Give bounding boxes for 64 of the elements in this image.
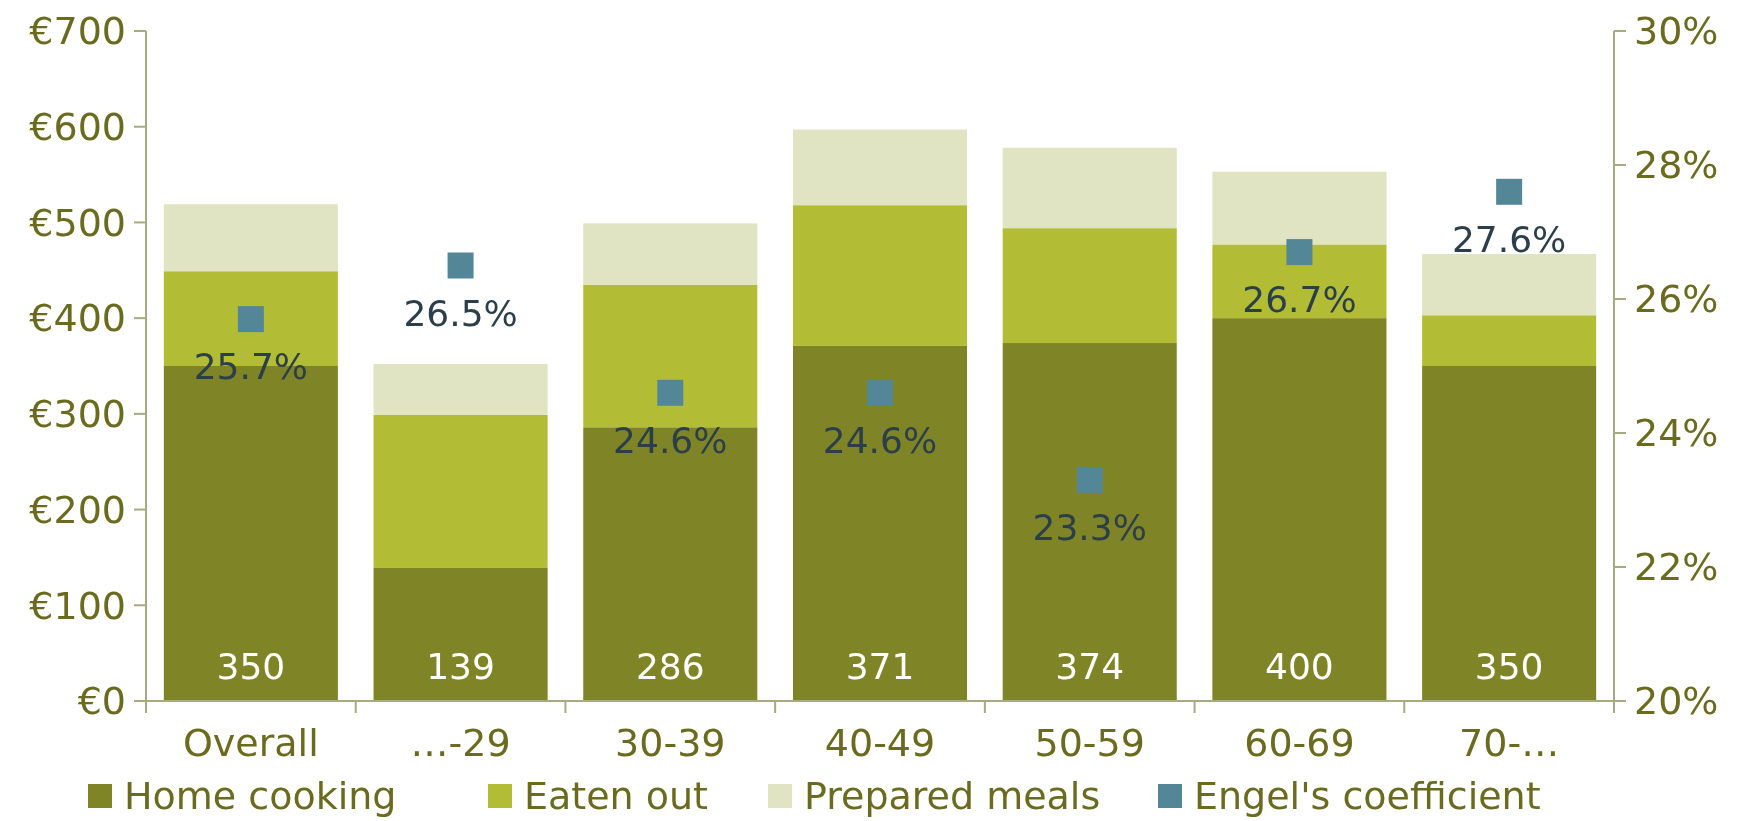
y2-tick-label: 20% <box>1634 679 1719 724</box>
y2-tick-label: 26% <box>1634 277 1719 322</box>
bar <box>1422 315 1597 366</box>
bar <box>792 205 968 346</box>
data-label: 26.7% <box>1242 279 1357 321</box>
data-label: 24.6% <box>613 419 728 461</box>
y-tick-label: €300 <box>29 392 126 437</box>
data-label: 139 <box>426 646 495 687</box>
bar <box>373 414 548 568</box>
data-label: 286 <box>635 646 705 687</box>
point <box>1496 178 1523 205</box>
bar <box>163 204 338 272</box>
y2-tick-label: 30% <box>1634 9 1719 54</box>
data-label: 23.3% <box>1032 506 1147 548</box>
legend-label: Prepared meals <box>804 774 1101 819</box>
point <box>867 379 893 406</box>
y-tick-label: €400 <box>29 296 126 341</box>
bar <box>792 129 968 206</box>
x-tick-label: 70-… <box>1459 721 1560 765</box>
data-label: 371 <box>845 646 915 687</box>
bar <box>1422 366 1597 701</box>
data-label: 374 <box>1055 646 1125 687</box>
y2-tick-label: 24% <box>1634 411 1719 456</box>
data-label: 25.7% <box>193 346 309 388</box>
bar <box>373 364 548 415</box>
bar <box>1002 147 1177 229</box>
y2-tick-label: 22% <box>1634 545 1719 590</box>
bar <box>1002 343 1177 701</box>
bar <box>1422 254 1597 316</box>
bar <box>373 567 548 701</box>
bar <box>1002 228 1177 344</box>
y-tick-label: €100 <box>29 583 126 628</box>
y-tick-label: €600 <box>29 105 126 150</box>
data-label: 350 <box>216 646 286 687</box>
data-label: 350 <box>1474 646 1544 687</box>
y-tick-label: €700 <box>29 9 126 54</box>
point <box>237 306 264 333</box>
bar <box>583 427 758 701</box>
y-tick-label: €500 <box>29 200 126 245</box>
point <box>447 252 474 279</box>
y-tick-label: €0 <box>77 679 126 724</box>
data-label: 400 <box>1265 646 1334 687</box>
bar <box>1212 318 1387 701</box>
bar <box>583 284 758 428</box>
data-label: 24.6% <box>822 419 938 461</box>
legend-label: Home cooking <box>124 774 397 819</box>
x-tick-label: 30-39 <box>615 721 726 765</box>
x-tick-label: Overall <box>182 721 319 765</box>
legend-label: Eaten out <box>524 774 708 819</box>
y2-tick-label: 28% <box>1634 143 1719 188</box>
y-tick-label: €200 <box>29 487 126 532</box>
x-tick-label: 50-59 <box>1034 721 1145 765</box>
x-tick-label: 60-69 <box>1244 721 1355 765</box>
bar <box>1212 171 1387 245</box>
x-tick-label: …-29 <box>410 721 511 765</box>
legend-label: Engel's coefficient <box>1194 774 1541 819</box>
point <box>1286 239 1313 266</box>
point <box>657 379 684 406</box>
bar <box>792 345 968 701</box>
point <box>1076 466 1103 493</box>
x-tick-label: 40-49 <box>824 721 936 765</box>
bar <box>583 223 758 285</box>
data-label: 27.6% <box>1451 218 1567 260</box>
data-label: 26.5% <box>403 292 518 334</box>
